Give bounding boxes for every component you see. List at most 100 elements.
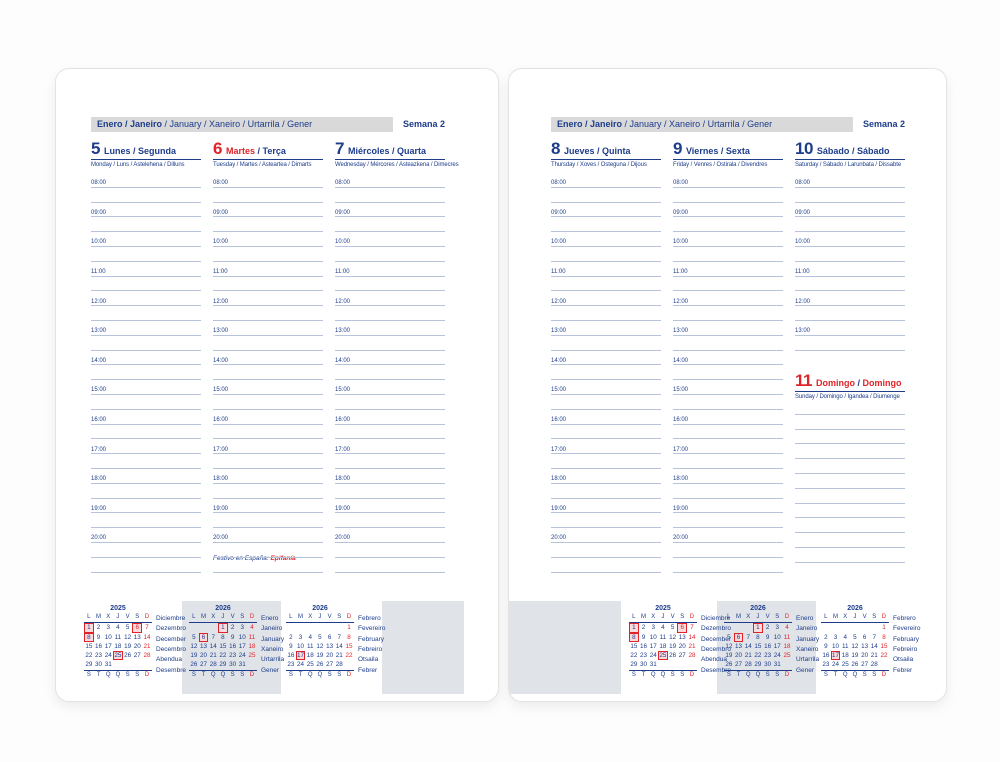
mini-day-cell: 27 bbox=[326, 661, 334, 669]
mini-day-cell: 31 bbox=[773, 661, 781, 669]
time-label: 10:00 bbox=[673, 239, 689, 246]
mini-month-label: Otsaila bbox=[893, 656, 914, 664]
mini-day-cell: 20 bbox=[200, 652, 208, 660]
day-column-9: 9 Viernes / Sexta Friday / Venres / Ostira… bbox=[673, 139, 783, 573]
mini-month-label: Decembro bbox=[156, 646, 186, 654]
mini-day-cell: 26 bbox=[851, 661, 859, 669]
mini-day-cell: 1 bbox=[84, 623, 94, 633]
mini-day-cell: 29 bbox=[219, 661, 227, 669]
time-slot-line: 11:00 bbox=[673, 262, 783, 277]
mini-day-cell: 15 bbox=[345, 642, 353, 650]
mini-dow-bottom: S bbox=[286, 669, 296, 680]
mini-day-cell: 19 bbox=[669, 642, 677, 650]
mini-day-cell: 28 bbox=[744, 661, 752, 669]
mini-month-label: Abendua bbox=[701, 656, 728, 664]
day-header-rule bbox=[213, 159, 323, 160]
left-page: Enero / Janeiro / January / Xaneiro / Ur… bbox=[55, 68, 499, 702]
day-name-separator: / bbox=[718, 146, 726, 156]
time-label: 09:00 bbox=[795, 209, 811, 216]
mini-day-cell: 29 bbox=[754, 661, 762, 669]
mini-day-cell: 6 bbox=[198, 632, 209, 642]
time-slot-line: 15:00 bbox=[213, 380, 323, 395]
mini-day-cell: 15 bbox=[630, 642, 638, 650]
time-label: 19:00 bbox=[551, 505, 567, 512]
time-slot-line bbox=[673, 425, 783, 440]
time-slot-line bbox=[673, 247, 783, 262]
mini-empty-cell bbox=[869, 623, 879, 632]
mini-empty-cell bbox=[344, 660, 354, 669]
time-slot-line: 13:00 bbox=[795, 321, 905, 336]
mini-day-cell: 13 bbox=[861, 642, 869, 650]
mini-day-cell: 18 bbox=[114, 642, 122, 650]
mini-month-label: Febreiro bbox=[893, 646, 918, 654]
mini-day-cell: 30 bbox=[764, 661, 772, 669]
day-header: 11 Domingo / Domingo bbox=[795, 371, 905, 390]
time-slot-line bbox=[213, 558, 323, 573]
mini-day-cell: 1 bbox=[753, 623, 763, 633]
mini-calendar-grid: L M X J V S D 1 2 3 4 5 6 7 8 9 10 11 12 13 14 15 16 17 18 19 20 21… bbox=[724, 613, 792, 680]
time-label: 13:00 bbox=[91, 328, 107, 335]
mini-day-cell: 27 bbox=[861, 661, 869, 669]
time-slot-line bbox=[335, 543, 445, 558]
mini-day-cell: 19 bbox=[190, 652, 198, 660]
time-slot-line: 08:00 bbox=[91, 173, 201, 188]
mini-day-cell: 11 bbox=[783, 633, 791, 641]
time-slot-line: 14:00 bbox=[91, 351, 201, 366]
mini-dow-top: M bbox=[93, 613, 104, 624]
mini-month-label: Fevereiro bbox=[358, 625, 386, 633]
mini-day-cell: 25 bbox=[658, 651, 668, 661]
day-column-11: 11 Domingo / Domingo Sunday / Domingo / Ig… bbox=[795, 371, 905, 563]
day-header-rule bbox=[91, 159, 201, 160]
mini-dow-top: J bbox=[658, 613, 668, 624]
mini-day-cell: 20 bbox=[326, 652, 334, 660]
mini-empty-cell bbox=[850, 623, 860, 632]
mini-empty-cell bbox=[208, 623, 218, 632]
time-label: 11:00 bbox=[673, 269, 688, 276]
time-slot-line bbox=[673, 484, 783, 499]
time-slot-line: 15:00 bbox=[335, 380, 445, 395]
mini-day-cell: 10 bbox=[832, 642, 840, 650]
mini-dow-top: J bbox=[315, 613, 325, 624]
time-slot-line bbox=[673, 188, 783, 203]
time-label: 15:00 bbox=[551, 387, 567, 394]
mini-dow-top: L bbox=[189, 613, 199, 624]
mini-calendar-december: 2025 L M X J V S D 1 2 3 4 5 6 7 8 9 10 11 12 13 14 15 16 17 18 19… bbox=[84, 605, 152, 680]
mini-day-cell: 5 bbox=[727, 633, 731, 641]
mini-day-cell: 17 bbox=[238, 642, 246, 650]
mini-day-cell: 17 bbox=[295, 651, 306, 661]
mini-day-cell: 18 bbox=[306, 652, 314, 660]
time-label: 12:00 bbox=[91, 298, 107, 305]
time-grid: 08:00 09:00 10:00 11:00 12:00 13:00 bbox=[795, 173, 905, 351]
time-slot-line bbox=[673, 277, 783, 292]
mini-day-cell: 22 bbox=[219, 652, 227, 660]
mini-calendar-year: 2026 bbox=[750, 605, 766, 612]
time-label: 14:00 bbox=[335, 357, 351, 364]
time-label: 20:00 bbox=[213, 535, 229, 542]
mini-dow-top: M bbox=[295, 613, 306, 624]
mini-dow-bottom: Q bbox=[648, 669, 659, 680]
time-slot-line bbox=[551, 217, 661, 233]
mini-month-label: Desembre bbox=[156, 666, 186, 674]
time-label: 10:00 bbox=[795, 239, 811, 246]
mini-dow-top: D bbox=[687, 613, 697, 624]
mini-dow-bottom: T bbox=[830, 669, 841, 680]
mini-day-cell: 24 bbox=[297, 661, 305, 669]
day-column-6: 6 Martes / Terça Tuesday / Martes / Astear… bbox=[213, 139, 323, 573]
mini-day-cell: 13 bbox=[133, 633, 141, 641]
day-name-es: Jueves bbox=[563, 146, 595, 156]
mini-calendar-grid: L M X J V S D 1 2 3 4 5 6 7 8 9 10 11 12 13 14 15 16 17 18 19 20 21… bbox=[189, 613, 257, 680]
mini-day-cell: 6 bbox=[327, 633, 332, 641]
mini-day-cell: 6 bbox=[677, 623, 688, 633]
time-slot-line bbox=[91, 395, 201, 410]
day-header-rule bbox=[551, 159, 661, 160]
mini-calendar-february: 2026 L M X J V S D 1 2 3 4 5 6 7 8 9 10 11 12 13 14 15 16 17 18 19… bbox=[286, 605, 354, 680]
time-slot-line: 20:00 bbox=[213, 528, 323, 543]
mini-day-cell: 26 bbox=[190, 661, 198, 669]
time-slot-line: 17:00 bbox=[673, 439, 783, 455]
time-slot-line bbox=[335, 365, 445, 381]
time-slot-line bbox=[213, 306, 323, 321]
time-slot-line bbox=[213, 425, 323, 440]
mini-day-cell: 24 bbox=[104, 652, 112, 660]
mini-dow-top: D bbox=[142, 613, 152, 624]
